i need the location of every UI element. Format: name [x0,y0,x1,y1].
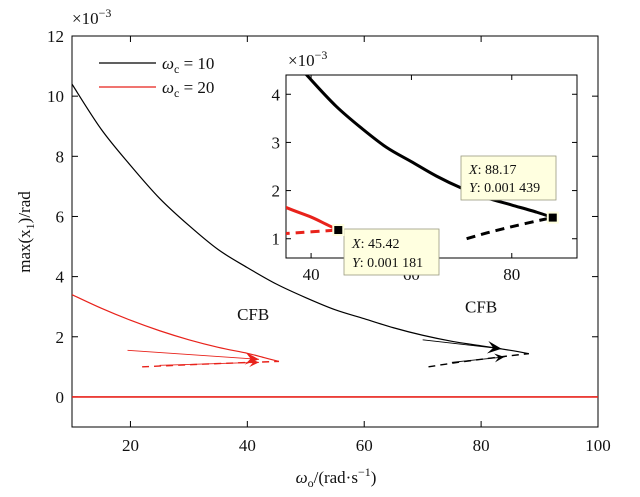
x-tick-label: 80 [473,436,490,455]
inset-x-tick-label: 80 [503,265,520,284]
legend: ωc = 10 ωc = 20 [99,54,214,100]
x-axis-label: ωo/(rad·s−1) [296,465,377,490]
arrowhead-black-lower [494,353,505,363]
x-tick-label: 100 [585,436,611,455]
inset-markers [332,211,559,237]
y-tick-label: 6 [56,207,65,226]
inset-y-tick-labels: 1 2 3 4 [272,85,281,248]
y-axis-label: max(x1)/rad [15,191,37,273]
y-tick-label: 4 [56,268,65,287]
arrowhead-red-lower [248,358,260,368]
series-black-stable [72,83,529,355]
plot-area [71,35,599,428]
datatip-red[interactable]: X: 45.42 Y: 0.001 181 [343,228,440,276]
y-tick-label: 2 [56,328,65,347]
inset-y-tick-label: 2 [272,182,281,201]
datatip-black-y: Y: 0.001 439 [469,181,540,196]
arrowhead-black-upper [486,340,502,354]
inset-x-tick-label: 40 [303,265,320,284]
inset-y-scale-note: ×10−3 [288,48,327,70]
datatip-red-x: X: 45.42 [351,237,399,252]
inset-y-tick-label: 4 [272,85,281,104]
legend-label-omega20: ωc = 20 [162,78,214,100]
datatip-marker [546,211,559,224]
datatip-black-box [460,155,557,201]
cfb-annotation-black: CFB [465,298,497,317]
arrow-black-lower [451,356,505,363]
x-tick-labels: 20 40 60 80 100 [122,436,611,455]
y-tick-label: 12 [47,27,64,46]
y-tick-labels: 0 2 4 6 8 10 12 [47,27,65,407]
cfb-annotation-red: CFB [237,305,269,324]
datatip-red-y: Y: 0.001 181 [352,256,423,271]
arrow-red-lower [159,361,260,366]
series-red-stable [72,294,280,362]
arrow-black-upper [422,339,502,350]
y-scale-note: ×10−3 [72,6,111,28]
y-tick-label: 8 [56,147,65,166]
y-tick-label: 0 [56,388,65,407]
legend-label-omega10: ωc = 10 [162,54,214,76]
inset-series-black-unstable [466,216,554,241]
inset-y-tick-label: 3 [272,133,281,152]
inset-series-red-stable [286,205,339,232]
main-series [72,83,598,398]
datatip-black-x: X: 88.17 [468,163,516,178]
series-black-unstable [428,352,529,368]
arrowhead-red-upper [244,352,260,365]
x-tick-label: 40 [239,436,256,455]
arrow-red-upper [127,349,260,360]
inset-y-tick-label: 1 [272,230,281,249]
x-tick-label: 60 [356,436,373,455]
datatip-red-box [343,228,440,276]
datatip-black[interactable]: X: 88.17 Y: 0.001 439 [460,155,557,201]
x-tick-label: 20 [122,436,139,455]
y-tick-label: 10 [47,87,64,106]
datatip-marker [332,224,345,237]
